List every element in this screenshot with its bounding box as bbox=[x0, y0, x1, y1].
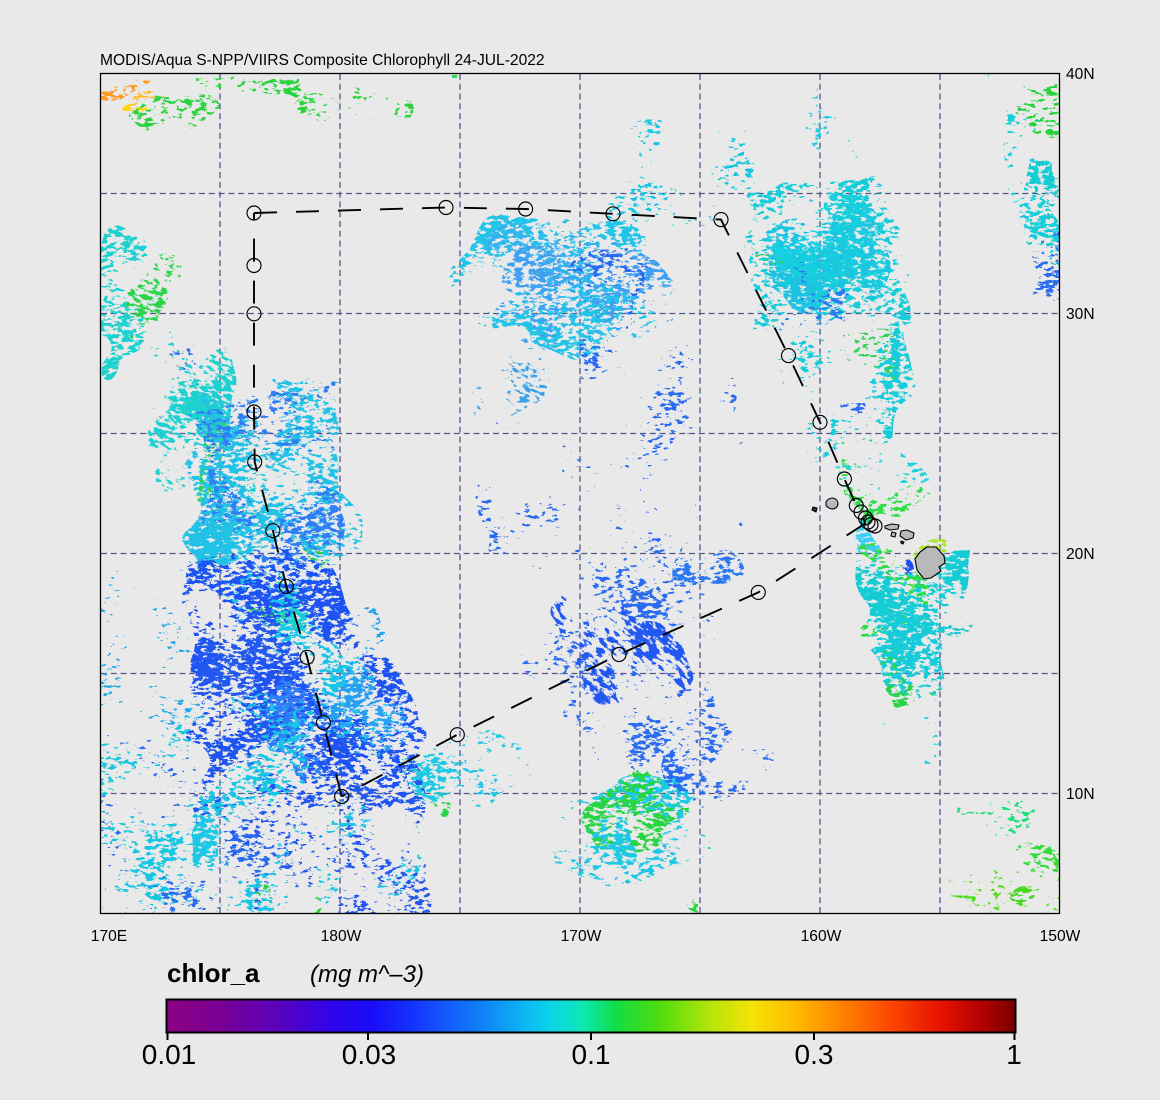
svg-text:1: 1 bbox=[1006, 1039, 1022, 1070]
svg-text:0.01: 0.01 bbox=[142, 1039, 197, 1070]
svg-text:0.3: 0.3 bbox=[795, 1039, 834, 1070]
svg-text:0.1: 0.1 bbox=[572, 1039, 611, 1070]
svg-text:0.03: 0.03 bbox=[342, 1039, 397, 1070]
svg-text:170E: 170E bbox=[91, 928, 127, 945]
svg-text:(mg m^–3): (mg m^–3) bbox=[310, 961, 424, 988]
svg-text:MODIS/Aqua S-NPP/VIIRS Composi: MODIS/Aqua S-NPP/VIIRS Composite Chlorop… bbox=[100, 52, 545, 69]
svg-text:20N: 20N bbox=[1066, 546, 1095, 563]
svg-text:30N: 30N bbox=[1066, 306, 1095, 323]
svg-text:40N: 40N bbox=[1066, 66, 1095, 83]
svg-text:150W: 150W bbox=[1040, 928, 1081, 945]
svg-text:chlor_a: chlor_a bbox=[167, 958, 260, 988]
svg-text:170W: 170W bbox=[561, 928, 602, 945]
svg-text:180W: 180W bbox=[321, 928, 362, 945]
svg-text:10N: 10N bbox=[1066, 786, 1095, 803]
svg-text:160W: 160W bbox=[801, 928, 842, 945]
